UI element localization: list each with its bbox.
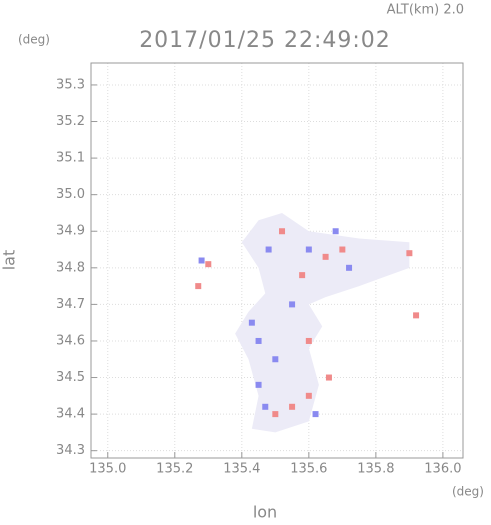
y-tick-label: 34.4 <box>56 407 85 422</box>
y-tick-label: 34.5 <box>56 370 85 385</box>
echo-cell <box>272 356 279 363</box>
y-unit: (deg) <box>18 33 50 47</box>
x-tick-label: 135.6 <box>290 462 327 477</box>
echo-cell <box>325 374 332 381</box>
echo-cell <box>255 337 262 344</box>
echo-cell <box>413 312 420 319</box>
y-tick-label: 35.0 <box>56 187 85 202</box>
echo-cell <box>289 301 296 308</box>
chart-title: 2017/01/25 22:49:02 <box>139 28 391 53</box>
x-tick-label: 135.2 <box>156 462 193 477</box>
echo-cell <box>346 264 353 271</box>
echo-cell <box>305 246 312 253</box>
y-tick-label: 34.8 <box>56 260 85 275</box>
x-axis-label: lon <box>253 503 277 522</box>
echo-cell <box>262 403 269 410</box>
x-unit: (deg) <box>452 485 484 499</box>
echo-cell <box>305 337 312 344</box>
echo-cell <box>255 381 262 388</box>
plot-frame <box>90 62 464 459</box>
echo-cell <box>195 283 202 290</box>
y-tick-label: 35.3 <box>56 77 85 92</box>
echo-cell <box>289 403 296 410</box>
echo-cell <box>198 257 205 264</box>
echo-cell <box>322 253 329 260</box>
x-tick-label: 136.0 <box>424 462 461 477</box>
echo-cell <box>205 261 212 268</box>
echo-cell <box>312 411 319 418</box>
x-tick-label: 135.0 <box>89 462 126 477</box>
x-tick-label: 135.4 <box>223 462 260 477</box>
echo-cell <box>305 392 312 399</box>
y-axis-label: lat <box>0 250 19 271</box>
echo-cell <box>299 272 306 279</box>
echo-cell <box>339 246 346 253</box>
echo-cell <box>332 228 339 235</box>
echo-cell <box>265 246 272 253</box>
echo-cell <box>248 319 255 326</box>
y-tick-label: 34.9 <box>56 224 85 239</box>
y-tick-label: 35.2 <box>56 114 85 129</box>
echo-cell <box>279 228 286 235</box>
echo-cell <box>406 250 413 257</box>
echo-cell <box>272 411 279 418</box>
altitude-label: ALT(km) 2.0 <box>387 3 464 18</box>
y-tick-label: 34.3 <box>56 443 85 458</box>
y-tick-label: 34.7 <box>56 297 85 312</box>
x-tick-label: 135.8 <box>357 462 394 477</box>
y-tick-label: 35.1 <box>56 151 85 166</box>
echo-area <box>235 212 410 433</box>
y-tick-label: 34.6 <box>56 333 85 348</box>
